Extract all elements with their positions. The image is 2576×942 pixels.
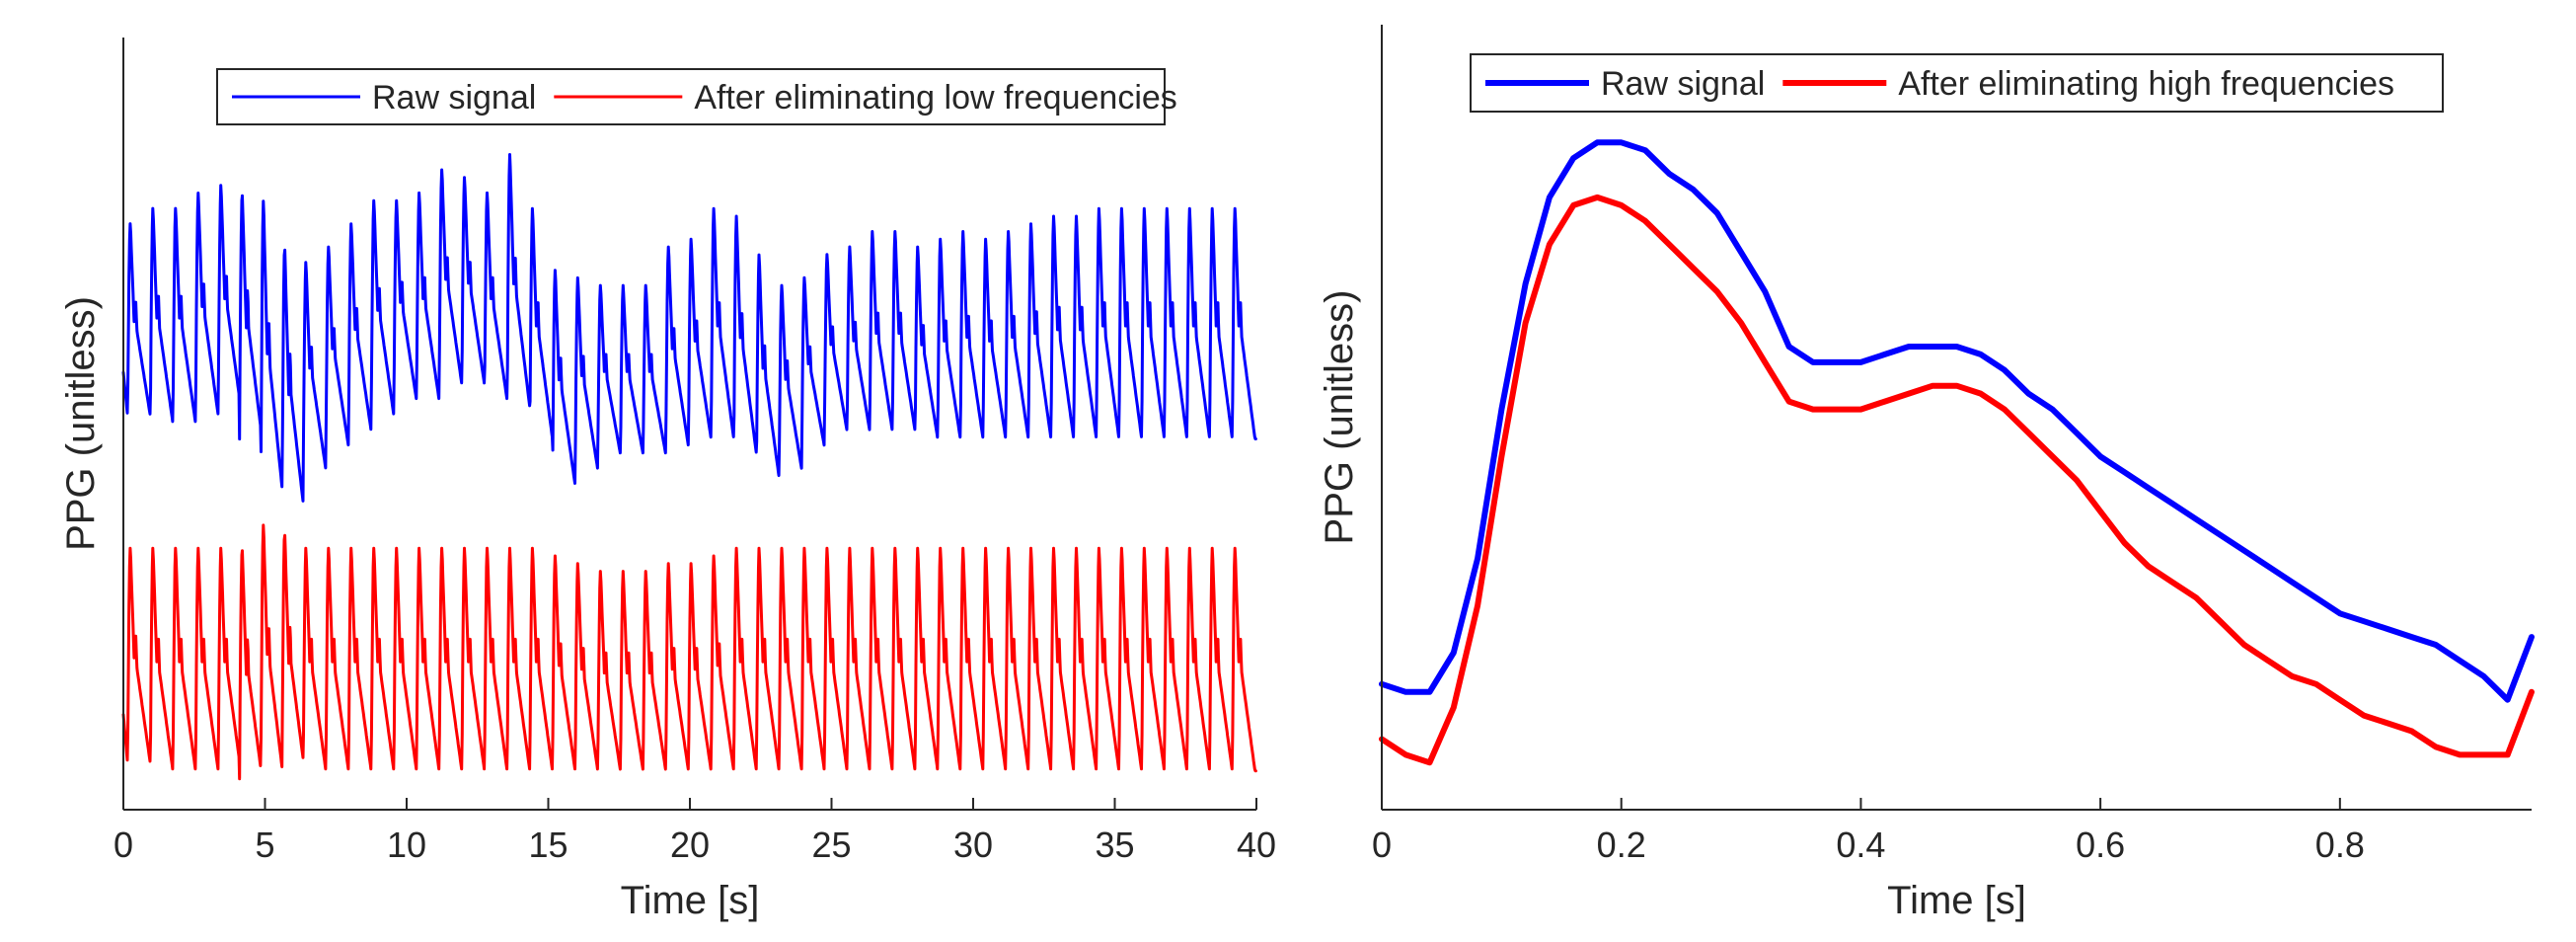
legend-label: After eliminating high frequencies — [1898, 65, 2394, 103]
x-tick-label: 40 — [1237, 824, 1276, 865]
legend-label: Raw signal — [1601, 65, 1765, 103]
x-axis-label: Time [s] — [1887, 879, 2026, 922]
y-axis-label: PPG (unitless) — [1318, 290, 1361, 545]
left-chart-panel: 0 5 10 15 20 25 30 35 40 Time [s] PPG (unitless) Ra… — [59, 38, 1276, 922]
x-tick-label: 35 — [1095, 824, 1134, 865]
series-line-filtered-signal — [121, 523, 1257, 781]
series-line-raw-signal — [1379, 139, 2535, 703]
x-tick-label: 10 — [387, 824, 426, 865]
x-tick-label: 15 — [528, 824, 568, 865]
right-chart-panel: 0 0.2 0.4 0.6 0.8 Time [s] PPG (unitless) Raw s… — [1318, 25, 2535, 922]
legend-box — [216, 68, 1166, 125]
x-tick-label: 20 — [670, 824, 710, 865]
x-tick-label: 30 — [953, 824, 993, 865]
series-line-filtered-signal — [1379, 194, 2535, 766]
x-tick-label: 25 — [811, 824, 851, 865]
legend-label: Raw signal — [372, 79, 536, 117]
legend-label: After eliminating low frequencies — [694, 79, 1176, 117]
x-axis-label: Time [s] — [621, 879, 760, 922]
x-tick-label: 0 — [114, 824, 133, 865]
x-tick-label: 0.8 — [2315, 824, 2365, 865]
y-axis-label: PPG (unitless) — [59, 296, 103, 551]
x-tick-label: 0 — [1372, 824, 1392, 865]
x-tick-label: 0.6 — [2076, 824, 2125, 865]
x-tick-label: 0.4 — [1836, 824, 1885, 865]
x-tick-label: 5 — [255, 824, 274, 865]
legend-box — [1470, 53, 2444, 113]
x-tick-label: 0.2 — [1597, 824, 1646, 865]
series-line-raw-signal — [121, 153, 1257, 503]
